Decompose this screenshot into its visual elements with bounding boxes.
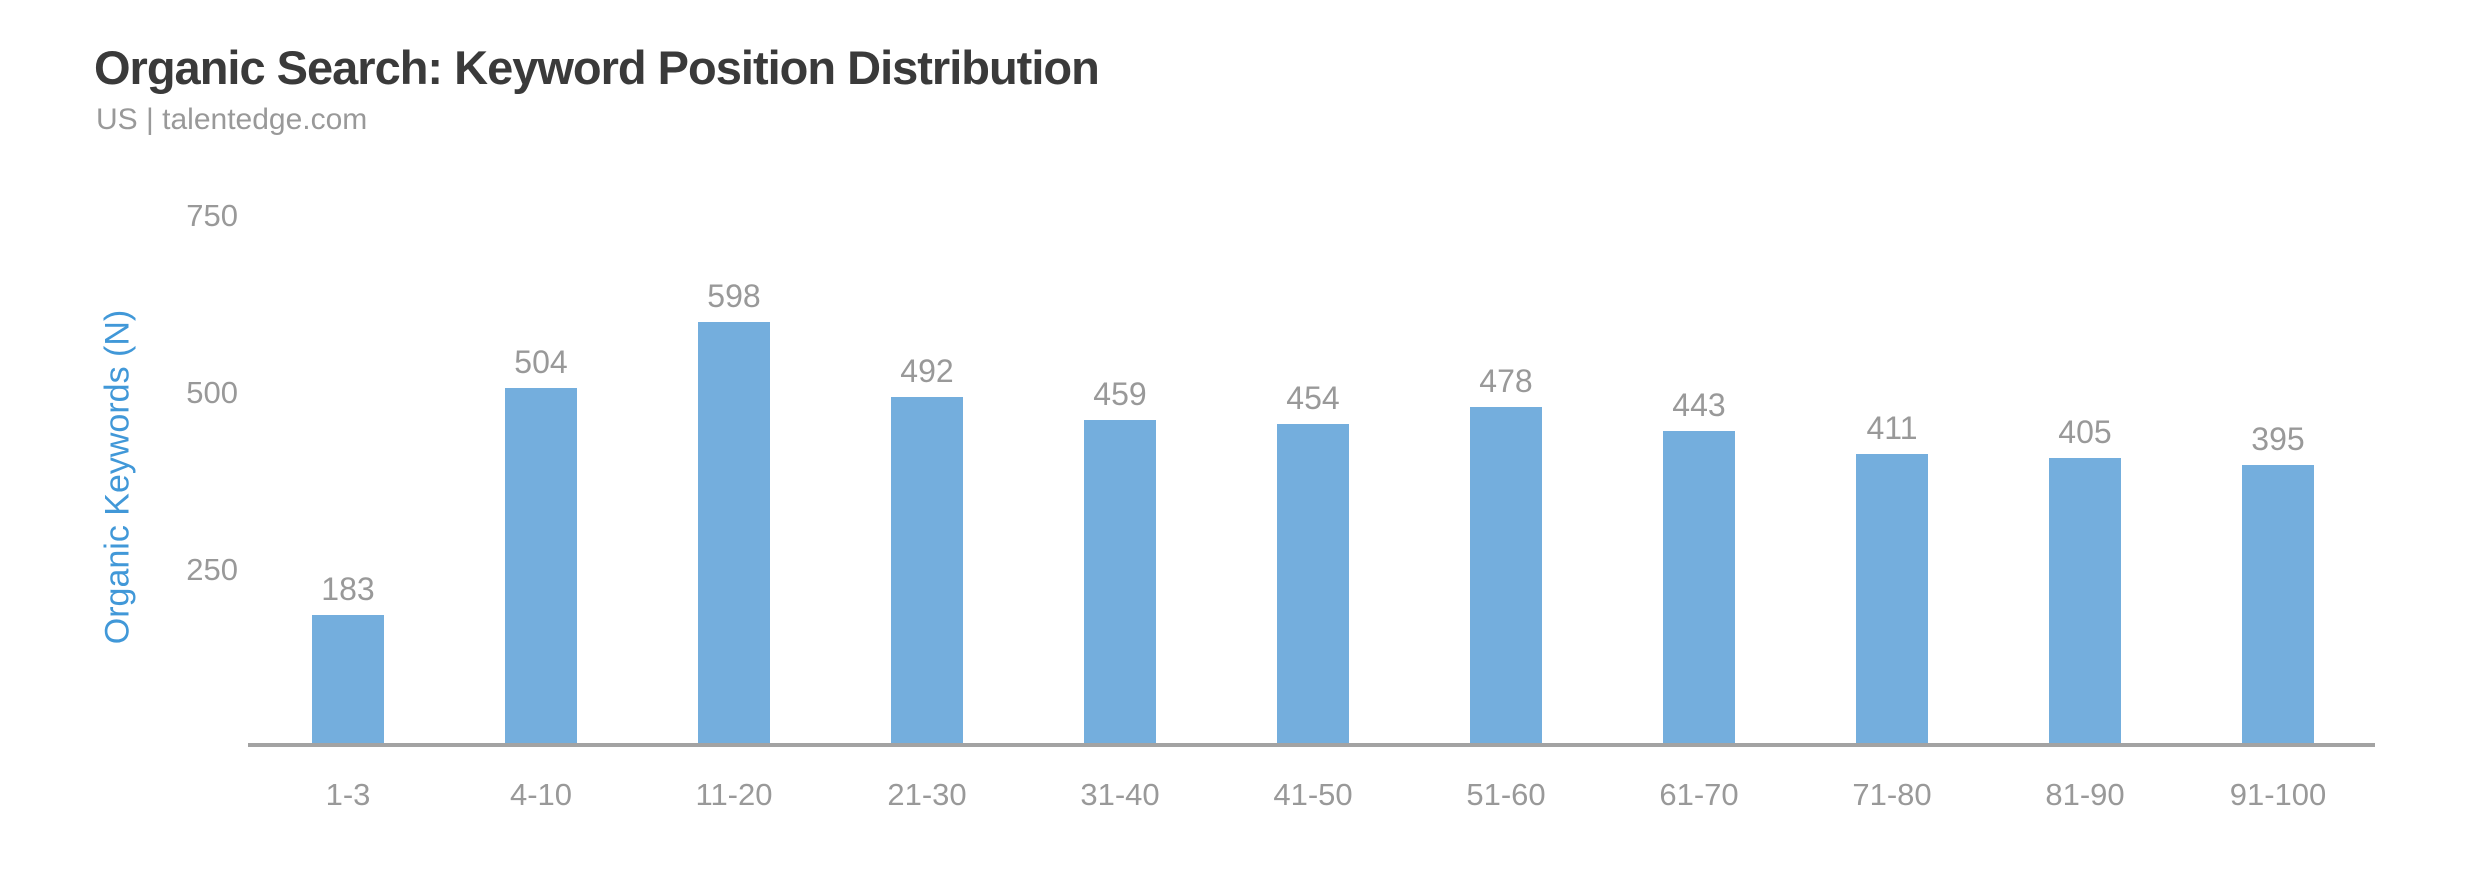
x-axis-tick-label-51-60: 51-60: [1466, 777, 1546, 812]
bar-value-label: 395: [2251, 421, 2305, 457]
x-axis-tick-label-4-10: 4-10: [509, 777, 573, 812]
x-axis-line: [248, 743, 2375, 747]
bar-91-100[interactable]: [2242, 465, 2314, 745]
bar-71-80[interactable]: [1856, 454, 1928, 745]
chart-subtitle: US | talentedge.com: [96, 103, 368, 136]
y-axis-title: Organic Keywords (N): [98, 309, 137, 645]
x-axis-tick-label-61-70: 61-70: [1659, 777, 1739, 812]
x-axis-tick-label-1-3: 1-3: [325, 777, 371, 812]
x-axis-tick-label-11-20: 11-20: [695, 777, 773, 812]
bar-value-label: 504: [514, 344, 568, 380]
bar-value-label: 598: [707, 278, 761, 314]
bar-group-81-90: 405: [1989, 0, 2182, 745]
bar-value-label: 478: [1479, 363, 1533, 399]
bar-group-41-50: 454: [1217, 0, 1410, 745]
bar-value-label: 405: [2058, 414, 2112, 450]
bar-value-label: 459: [1093, 376, 1147, 412]
bar-group-61-70: 443: [1603, 0, 1796, 745]
bar-value-label: 492: [900, 353, 954, 389]
bar-4-10[interactable]: [505, 388, 577, 745]
bar-value-label: 411: [1866, 410, 1918, 446]
bar-group-4-10: 504: [445, 0, 638, 745]
y-axis-tick-label: 250: [186, 552, 238, 587]
bar-21-30[interactable]: [891, 397, 963, 745]
y-axis-tick-label: 750: [186, 198, 238, 233]
bar-51-60[interactable]: [1470, 407, 1542, 745]
bar-11-20[interactable]: [698, 322, 770, 745]
bar-value-label: 443: [1672, 387, 1726, 423]
bar-31-40[interactable]: [1084, 420, 1156, 745]
x-axis-tick-label-21-30: 21-30: [887, 777, 967, 812]
bar-group-71-80: 411: [1796, 0, 1989, 745]
x-axis-tick-label-31-40: 31-40: [1080, 777, 1160, 812]
x-axis-tick-label-81-90: 81-90: [2045, 777, 2125, 812]
bar-1-3[interactable]: [312, 615, 384, 745]
bar-group-1-3: 183: [252, 0, 445, 745]
bar-41-50[interactable]: [1277, 424, 1349, 745]
x-axis-tick-label-41-50: 41-50: [1273, 777, 1353, 812]
bar-group-51-60: 478: [1410, 0, 1603, 745]
bar-group-21-30: 492: [831, 0, 1024, 745]
x-axis-tick-label-71-80: 71-80: [1852, 777, 1932, 812]
y-axis-tick-label: 500: [186, 375, 238, 410]
x-axis-tick-label-91-100: 91-100: [2229, 777, 2327, 812]
bar-value-label: 183: [321, 571, 375, 607]
bar-81-90[interactable]: [2049, 458, 2121, 745]
chart-title: Organic Search: Keyword Position Distrib…: [94, 41, 1100, 94]
bar-61-70[interactable]: [1663, 431, 1735, 745]
bar-group-31-40: 459: [1024, 0, 1217, 745]
bar-group-11-20: 598: [638, 0, 831, 745]
bar-value-label: 454: [1286, 380, 1340, 416]
bar-group-91-100: 395: [2182, 0, 2375, 745]
